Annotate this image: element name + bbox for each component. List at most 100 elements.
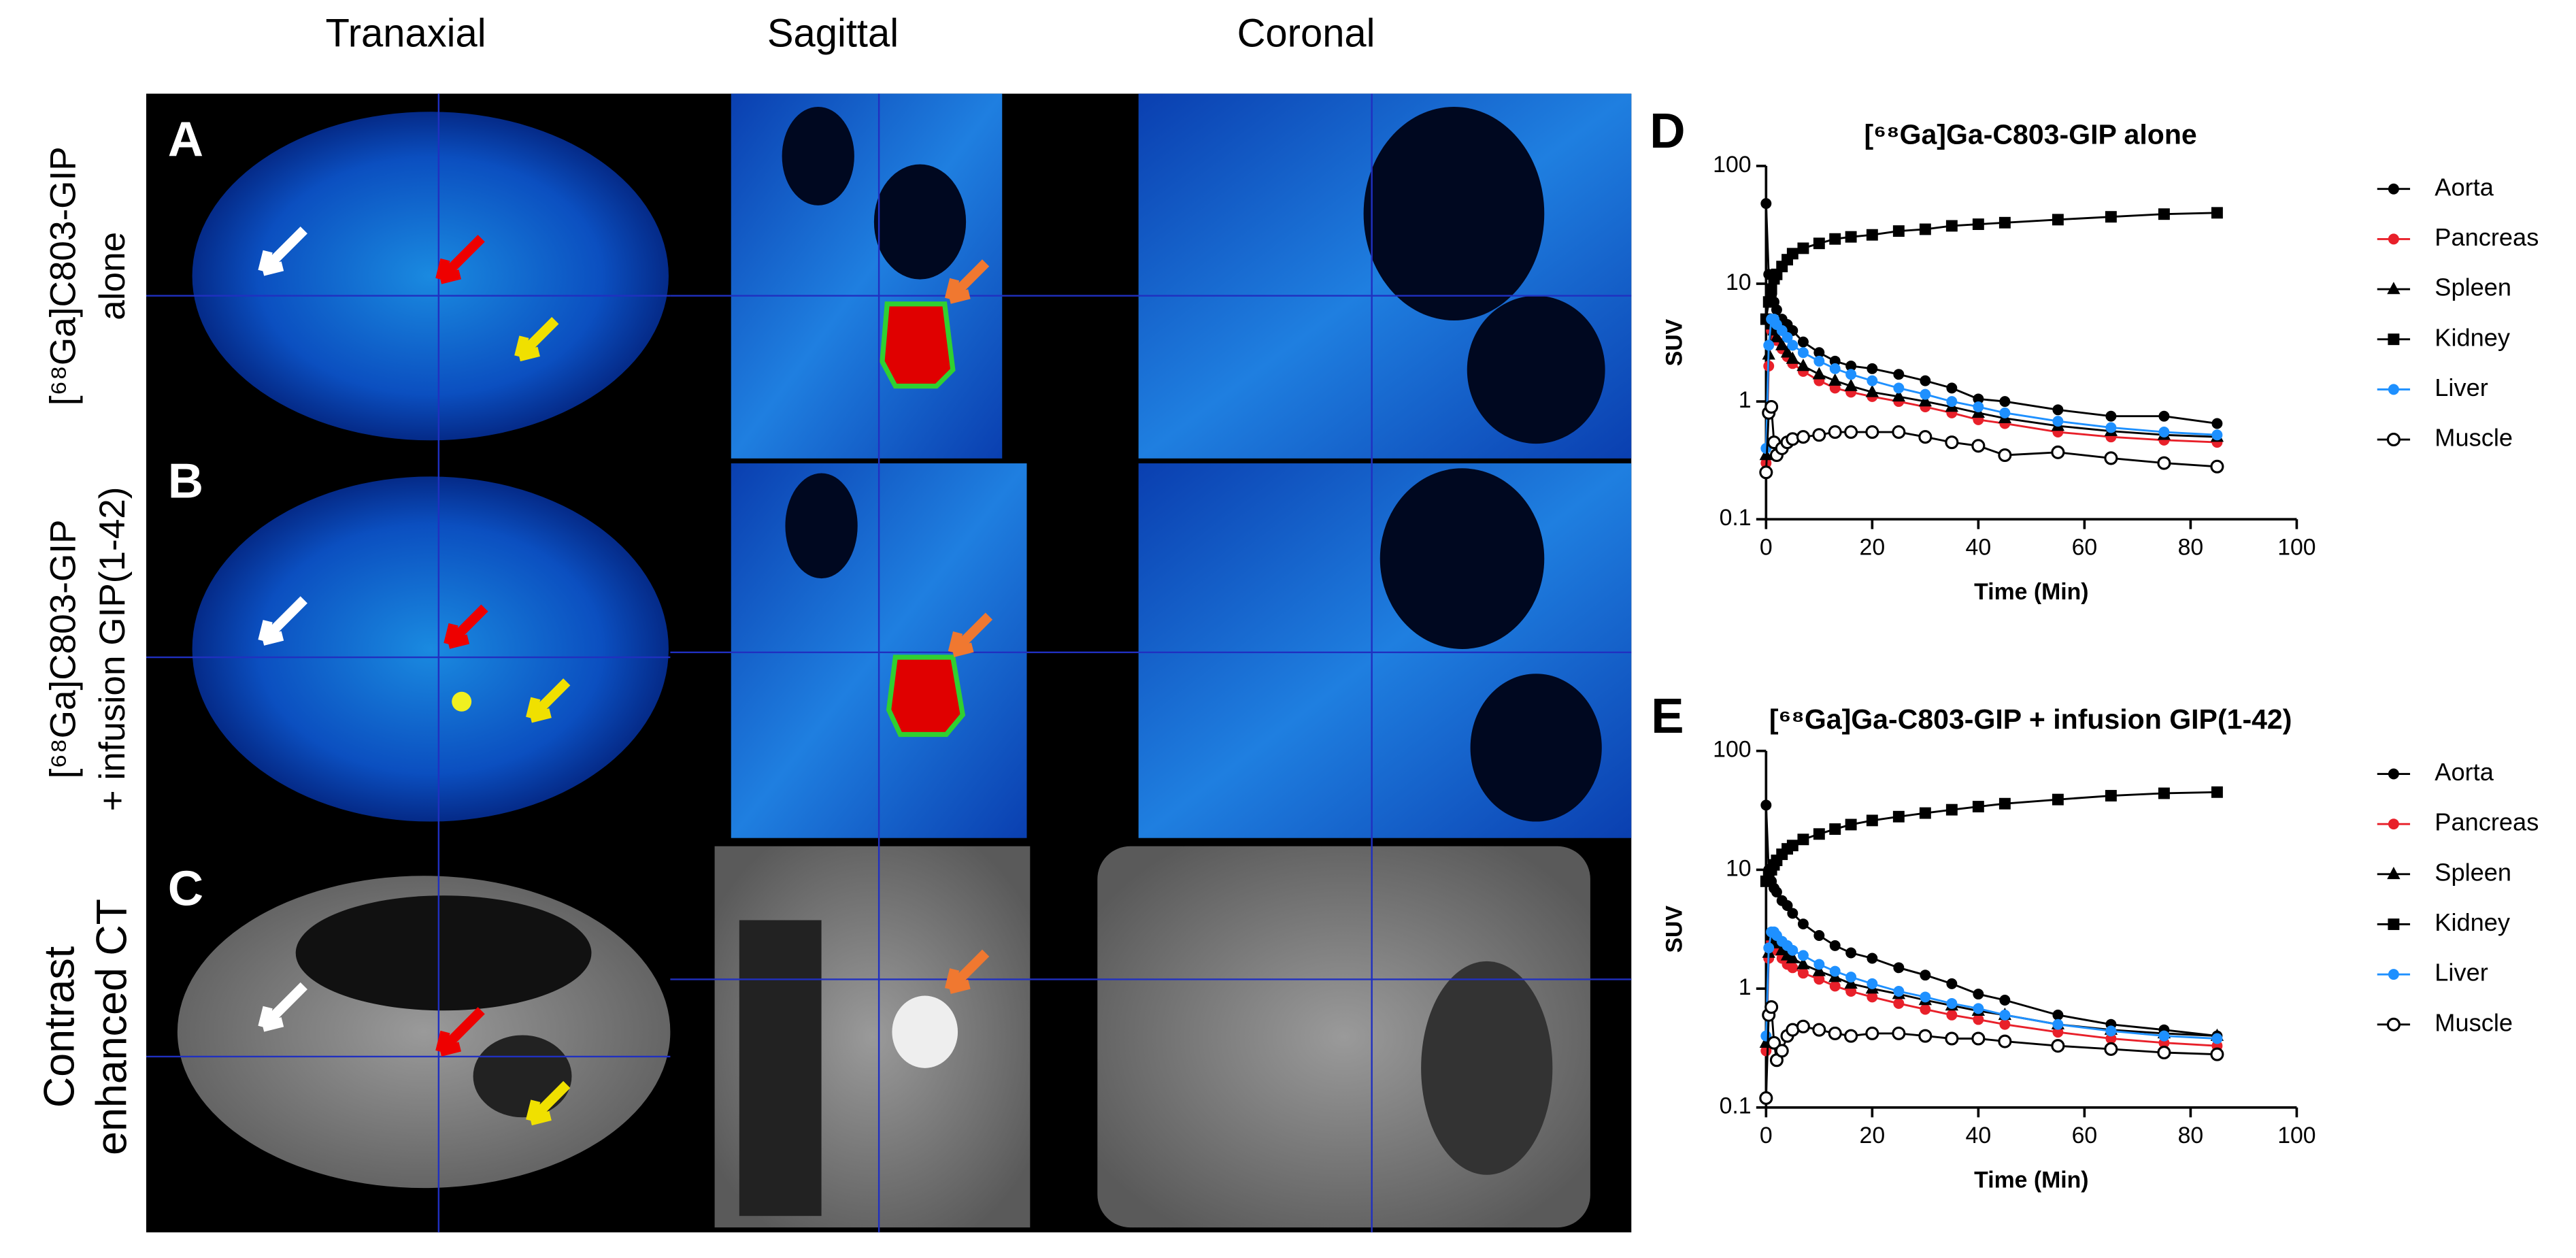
- marker: [1998, 1034, 2012, 1048]
- marker: [1845, 818, 1857, 831]
- x-tick-label: 60: [2072, 1123, 2098, 1148]
- x-tick-label: 20: [1860, 535, 1886, 561]
- x-tick-label: 80: [2178, 535, 2204, 561]
- marker: [2104, 1042, 2118, 1056]
- marker: [1813, 355, 1825, 367]
- marker: [1845, 361, 1857, 371]
- crosshairs: [146, 93, 1632, 1233]
- marker: [2052, 404, 2064, 416]
- legend-marker: [2388, 233, 2399, 245]
- marker: [1893, 369, 1905, 380]
- marker: [1845, 231, 1857, 243]
- marker: [2105, 211, 2117, 223]
- marker: [2052, 1009, 2064, 1021]
- marker: [1892, 1026, 1906, 1040]
- marker: [1796, 957, 1810, 970]
- x-axis-label: Time (Min): [1974, 579, 2088, 605]
- marker: [1918, 394, 1933, 407]
- marker: [1828, 425, 1842, 440]
- marker: [1865, 384, 1879, 397]
- marker: [2158, 208, 2170, 220]
- row-label: enhanced CT: [88, 899, 136, 1155]
- marker: [2105, 1033, 2117, 1044]
- marker: [1998, 797, 2011, 810]
- marker: [2052, 1019, 2064, 1030]
- marker: [1764, 1000, 1779, 1014]
- marker: [1797, 336, 1809, 348]
- marker: [1797, 833, 1809, 846]
- marker: [1845, 972, 1857, 983]
- marker: [2211, 786, 2223, 798]
- marker: [1797, 967, 1809, 979]
- marker: [1920, 970, 1931, 981]
- y-tick-label: 100: [1713, 737, 1751, 763]
- marker: [1893, 382, 1905, 394]
- marker: [2105, 790, 2117, 801]
- marker: [1812, 963, 1826, 976]
- marker: [1829, 980, 1841, 992]
- marker: [2104, 451, 2118, 465]
- marker: [1999, 407, 2011, 418]
- marker: [1844, 425, 1858, 440]
- y-axis-label: SUV: [1661, 318, 1687, 366]
- marker: [1829, 363, 1841, 374]
- x-tick-label: 60: [2072, 535, 2098, 561]
- marker: [1775, 1044, 1789, 1058]
- marker: [1973, 401, 1984, 412]
- pet-transaxial: [192, 112, 669, 441]
- marker: [1920, 991, 1931, 1003]
- pet-dark-region: [1363, 106, 1545, 320]
- marker: [1998, 216, 2011, 229]
- marker: [1946, 978, 1958, 989]
- marker: [1945, 435, 1959, 450]
- marker: [1918, 430, 1933, 444]
- marker: [1767, 1036, 1782, 1050]
- marker: [1971, 1031, 1986, 1046]
- x-tick-label: 80: [2178, 1123, 2204, 1148]
- y-tick-label: 0.1: [1720, 1093, 1752, 1119]
- legend-label: Muscle: [2435, 424, 2513, 452]
- pet-hotspot: [886, 655, 966, 738]
- marker: [1762, 296, 1775, 308]
- marker: [1782, 900, 1793, 911]
- legend-marker: [2388, 768, 2399, 780]
- marker: [2052, 416, 2064, 427]
- panel-letter: B: [168, 454, 203, 509]
- marker: [2158, 1030, 2170, 1042]
- marker: [1813, 959, 1825, 970]
- marker: [1813, 237, 1825, 250]
- marker: [1782, 331, 1793, 343]
- marker: [2052, 214, 2064, 226]
- marker: [2158, 787, 2170, 799]
- marker: [1786, 351, 1799, 364]
- marker: [1845, 369, 1857, 380]
- y-tick-label: 0.1: [1720, 505, 1752, 531]
- x-tick-label: 40: [1966, 1123, 1992, 1148]
- marker: [1893, 986, 1905, 997]
- chart-title: [⁶⁸Ga]Ga-C803-GIP alone: [1864, 118, 2197, 150]
- marker: [1780, 345, 1794, 358]
- column-header: Tranaxial: [325, 12, 486, 55]
- marker: [1771, 887, 1782, 898]
- legend-marker: [2388, 818, 2399, 830]
- marker: [1867, 363, 1878, 374]
- marker: [1946, 997, 1958, 1009]
- panel-letter: C: [168, 861, 203, 916]
- marker: [1759, 465, 1773, 480]
- legend-label: Spleen: [2435, 274, 2511, 301]
- pet-sagittal: [731, 93, 1003, 459]
- marker: [1867, 953, 1878, 964]
- marker: [1813, 828, 1825, 840]
- y-tick-label: 10: [1726, 269, 1752, 295]
- marker: [2157, 1045, 2171, 1060]
- legend-label: Liver: [2435, 959, 2488, 987]
- x-tick-label: 100: [2277, 535, 2315, 561]
- marker: [1828, 373, 1842, 386]
- marker: [1892, 425, 1906, 440]
- x-tick-label: 40: [1966, 535, 1992, 561]
- marker: [2210, 1047, 2224, 1061]
- x-axis-label: Time (Min): [1974, 1167, 2088, 1193]
- legend-label: Pancreas: [2435, 223, 2539, 251]
- marker: [1796, 430, 1810, 444]
- ct-bowel-gas: [295, 895, 592, 1011]
